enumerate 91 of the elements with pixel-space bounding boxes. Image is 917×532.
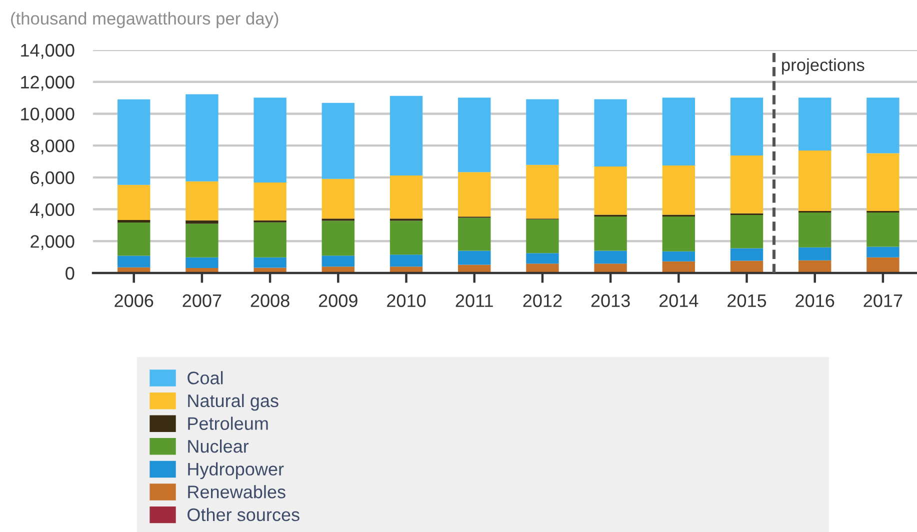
bar bbox=[662, 261, 695, 273]
bar bbox=[730, 260, 764, 273]
bar bbox=[730, 248, 764, 261]
bar bbox=[322, 102, 354, 179]
bar bbox=[322, 178, 354, 219]
bar bbox=[186, 220, 218, 224]
bar bbox=[118, 222, 150, 256]
bar bbox=[186, 257, 218, 268]
legend-label: Natural gas bbox=[188, 394, 278, 411]
legend-label: Nuclear bbox=[188, 440, 249, 453]
bar bbox=[254, 98, 286, 183]
bar bbox=[390, 220, 423, 255]
bar bbox=[866, 257, 900, 273]
bar bbox=[730, 98, 764, 156]
bar bbox=[458, 218, 491, 251]
bar bbox=[390, 96, 423, 176]
bar bbox=[118, 184, 150, 220]
bar bbox=[798, 247, 832, 260]
legend-label: Renewables bbox=[188, 485, 286, 498]
bar bbox=[322, 220, 354, 256]
bar bbox=[254, 268, 286, 273]
bar bbox=[594, 166, 627, 215]
x-tick-label: 2012 bbox=[523, 294, 562, 308]
bar bbox=[186, 224, 218, 258]
legend-label: Hydropower bbox=[188, 462, 284, 480]
bar bbox=[118, 99, 150, 185]
x-tick-label: 2014 bbox=[659, 294, 698, 308]
bar bbox=[390, 254, 423, 267]
bar bbox=[526, 219, 559, 254]
bar bbox=[526, 99, 559, 165]
bar bbox=[866, 246, 900, 258]
bar bbox=[118, 256, 150, 268]
y-tick-label: 12,000 bbox=[21, 76, 74, 91]
bar bbox=[186, 94, 218, 182]
bar bbox=[458, 250, 491, 265]
x-tick-label: 2010 bbox=[387, 294, 426, 308]
bar bbox=[730, 215, 764, 248]
bar bbox=[458, 98, 491, 172]
bar bbox=[322, 256, 354, 267]
x-tick-label: 2013 bbox=[591, 294, 630, 308]
y-tick-label: 4,000 bbox=[30, 203, 74, 218]
x-tick-label: 2011 bbox=[456, 294, 493, 308]
bar bbox=[798, 98, 832, 151]
bar bbox=[730, 155, 764, 214]
x-tick-label: 2009 bbox=[318, 294, 358, 308]
x-tick-label: 2008 bbox=[250, 294, 290, 308]
bar bbox=[390, 176, 423, 219]
bar bbox=[254, 257, 286, 268]
bar bbox=[798, 150, 832, 212]
bar bbox=[186, 268, 218, 273]
y-tick-label: 14,000 bbox=[21, 44, 74, 59]
bar bbox=[798, 260, 832, 273]
x-tick-label: 2007 bbox=[182, 294, 222, 308]
legend-label: Other sources bbox=[188, 508, 300, 522]
bar bbox=[594, 250, 627, 264]
bar bbox=[866, 98, 900, 154]
bar bbox=[526, 164, 559, 219]
bar bbox=[594, 216, 627, 251]
y-tick-label: 10,000 bbox=[21, 108, 74, 123]
y-tick-label: 6,000 bbox=[30, 171, 74, 186]
bar bbox=[526, 253, 559, 264]
bar bbox=[254, 182, 286, 220]
ref-line-label: projections bbox=[782, 58, 864, 75]
y-tick-label: 0 bbox=[66, 266, 74, 280]
legend-label: Coal bbox=[188, 371, 223, 384]
bar bbox=[866, 153, 900, 212]
y-tick-label: 2,000 bbox=[30, 235, 74, 250]
x-tick-label: 2015 bbox=[728, 294, 766, 308]
bar bbox=[662, 165, 695, 215]
bar bbox=[186, 181, 218, 220]
y-tick-label: 8,000 bbox=[30, 140, 74, 154]
bar bbox=[458, 264, 491, 273]
bar bbox=[322, 266, 354, 273]
x-tick-label: 2006 bbox=[114, 294, 154, 308]
bar bbox=[662, 98, 695, 166]
y-axis-title: (thousand megawatthours per day) bbox=[11, 12, 278, 28]
bar bbox=[594, 264, 627, 273]
bar bbox=[866, 212, 900, 247]
bar bbox=[526, 264, 559, 273]
x-tick-label: 2016 bbox=[796, 294, 834, 308]
x-tick-label: 2017 bbox=[864, 294, 902, 308]
bar bbox=[594, 99, 627, 166]
bar bbox=[254, 222, 286, 258]
bar bbox=[662, 251, 695, 262]
bar bbox=[798, 212, 832, 248]
legend-label: Petroleum bbox=[188, 416, 268, 430]
bar bbox=[458, 172, 491, 217]
bar bbox=[390, 266, 423, 273]
bar bbox=[118, 220, 150, 223]
bar bbox=[118, 267, 150, 273]
bar bbox=[662, 216, 695, 252]
